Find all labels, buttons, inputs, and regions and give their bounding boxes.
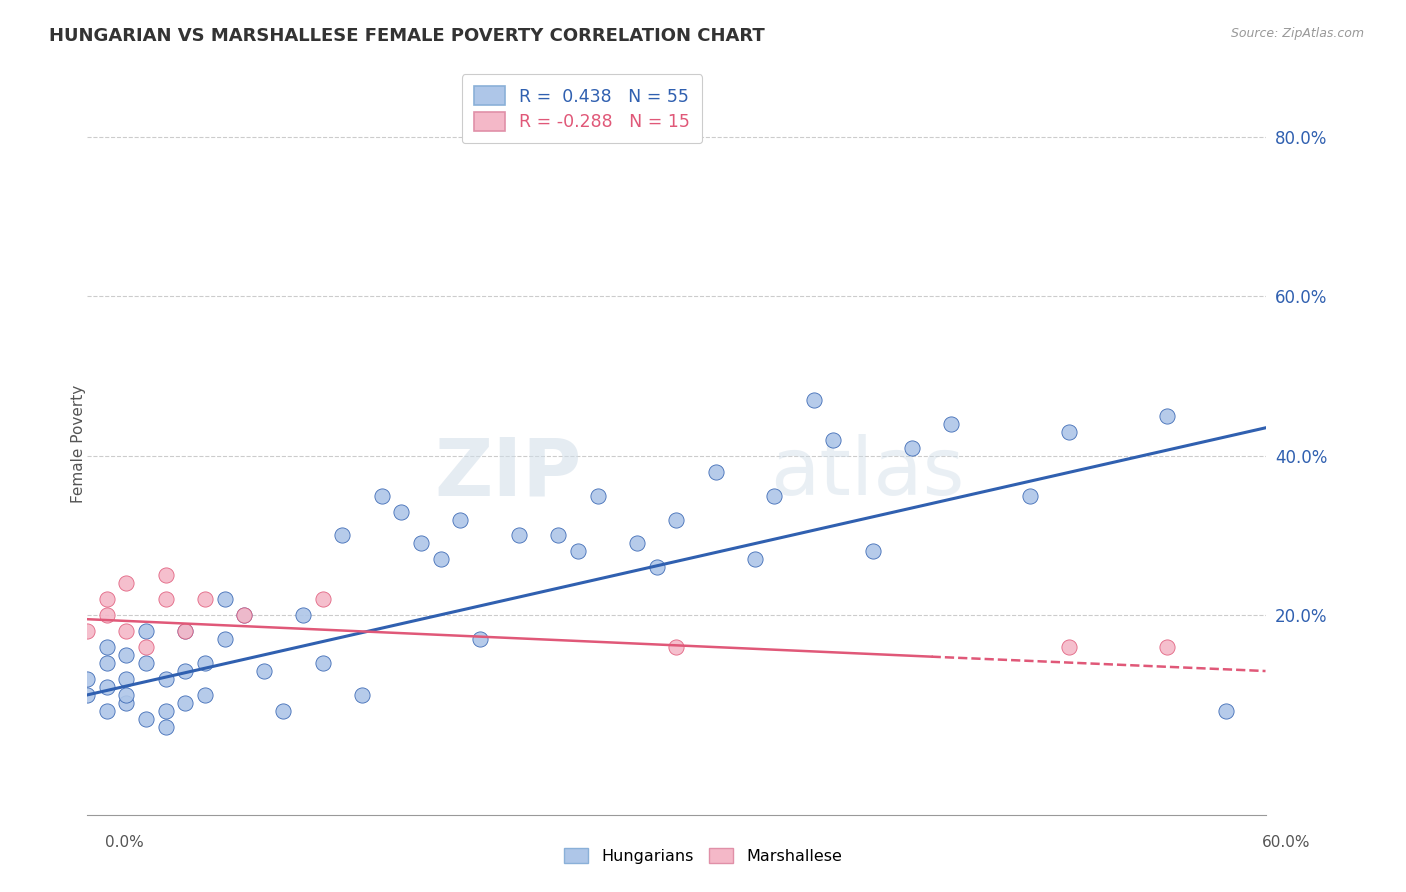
Point [155,672,177,686]
Point [1057,425,1080,439]
Point [214,632,236,647]
Point [115,624,138,639]
Point [155,720,177,734]
Legend: R =  0.438   N = 55, R = -0.288   N = 15: R = 0.438 N = 55, R = -0.288 N = 15 [461,74,702,144]
Point [332,528,354,542]
Point [586,489,609,503]
Point [704,465,727,479]
Point [174,696,197,710]
Point [389,504,412,518]
Point [744,552,766,566]
Text: 0.0%: 0.0% [105,836,145,850]
Point [96,608,118,623]
Point [547,528,569,542]
Point [468,632,491,647]
Point [194,656,217,670]
Point [96,656,118,670]
Point [449,512,471,526]
Point [312,656,335,670]
Text: HUNGARIAN VS MARSHALLESE FEMALE POVERTY CORRELATION CHART: HUNGARIAN VS MARSHALLESE FEMALE POVERTY … [49,27,765,45]
Point [135,712,157,726]
Point [115,648,138,662]
Point [665,512,688,526]
Point [76,688,98,702]
Point [194,592,217,607]
Point [174,664,197,678]
Point [253,664,276,678]
Point [1156,409,1178,423]
Point [312,592,335,607]
Text: ZIP: ZIP [434,434,582,512]
Point [292,608,315,623]
Point [135,656,157,670]
Text: Source: ZipAtlas.com: Source: ZipAtlas.com [1230,27,1364,40]
Point [155,568,177,582]
Point [803,392,825,407]
Point [350,688,373,702]
Point [233,608,256,623]
Point [645,560,668,574]
Point [76,672,98,686]
Point [174,624,197,639]
Point [1057,640,1080,654]
Point [862,544,884,558]
Point [1215,704,1237,718]
Point [665,640,688,654]
Point [96,640,118,654]
Point [429,552,451,566]
Point [135,640,157,654]
Point [96,704,118,718]
Point [155,592,177,607]
Point [823,433,845,447]
Point [155,704,177,718]
Point [941,417,963,431]
Point [96,592,118,607]
Point [233,608,256,623]
Point [409,536,432,550]
Point [76,624,98,639]
Point [115,576,138,591]
Point [194,688,217,702]
Point [96,680,118,694]
Point [1018,489,1040,503]
Y-axis label: Female Poverty: Female Poverty [72,384,86,503]
Point [115,672,138,686]
Point [1156,640,1178,654]
Point [174,624,197,639]
Point [370,489,392,503]
Point [763,489,786,503]
Point [115,696,138,710]
Point [135,624,157,639]
Text: atlas: atlas [770,434,965,512]
Point [901,441,924,455]
Point [115,688,138,702]
Point [508,528,530,542]
Point [567,544,589,558]
Point [214,592,236,607]
Text: 60.0%: 60.0% [1263,836,1310,850]
Point [626,536,648,550]
Legend: Hungarians, Marshallese: Hungarians, Marshallese [558,842,848,871]
Point [273,704,295,718]
